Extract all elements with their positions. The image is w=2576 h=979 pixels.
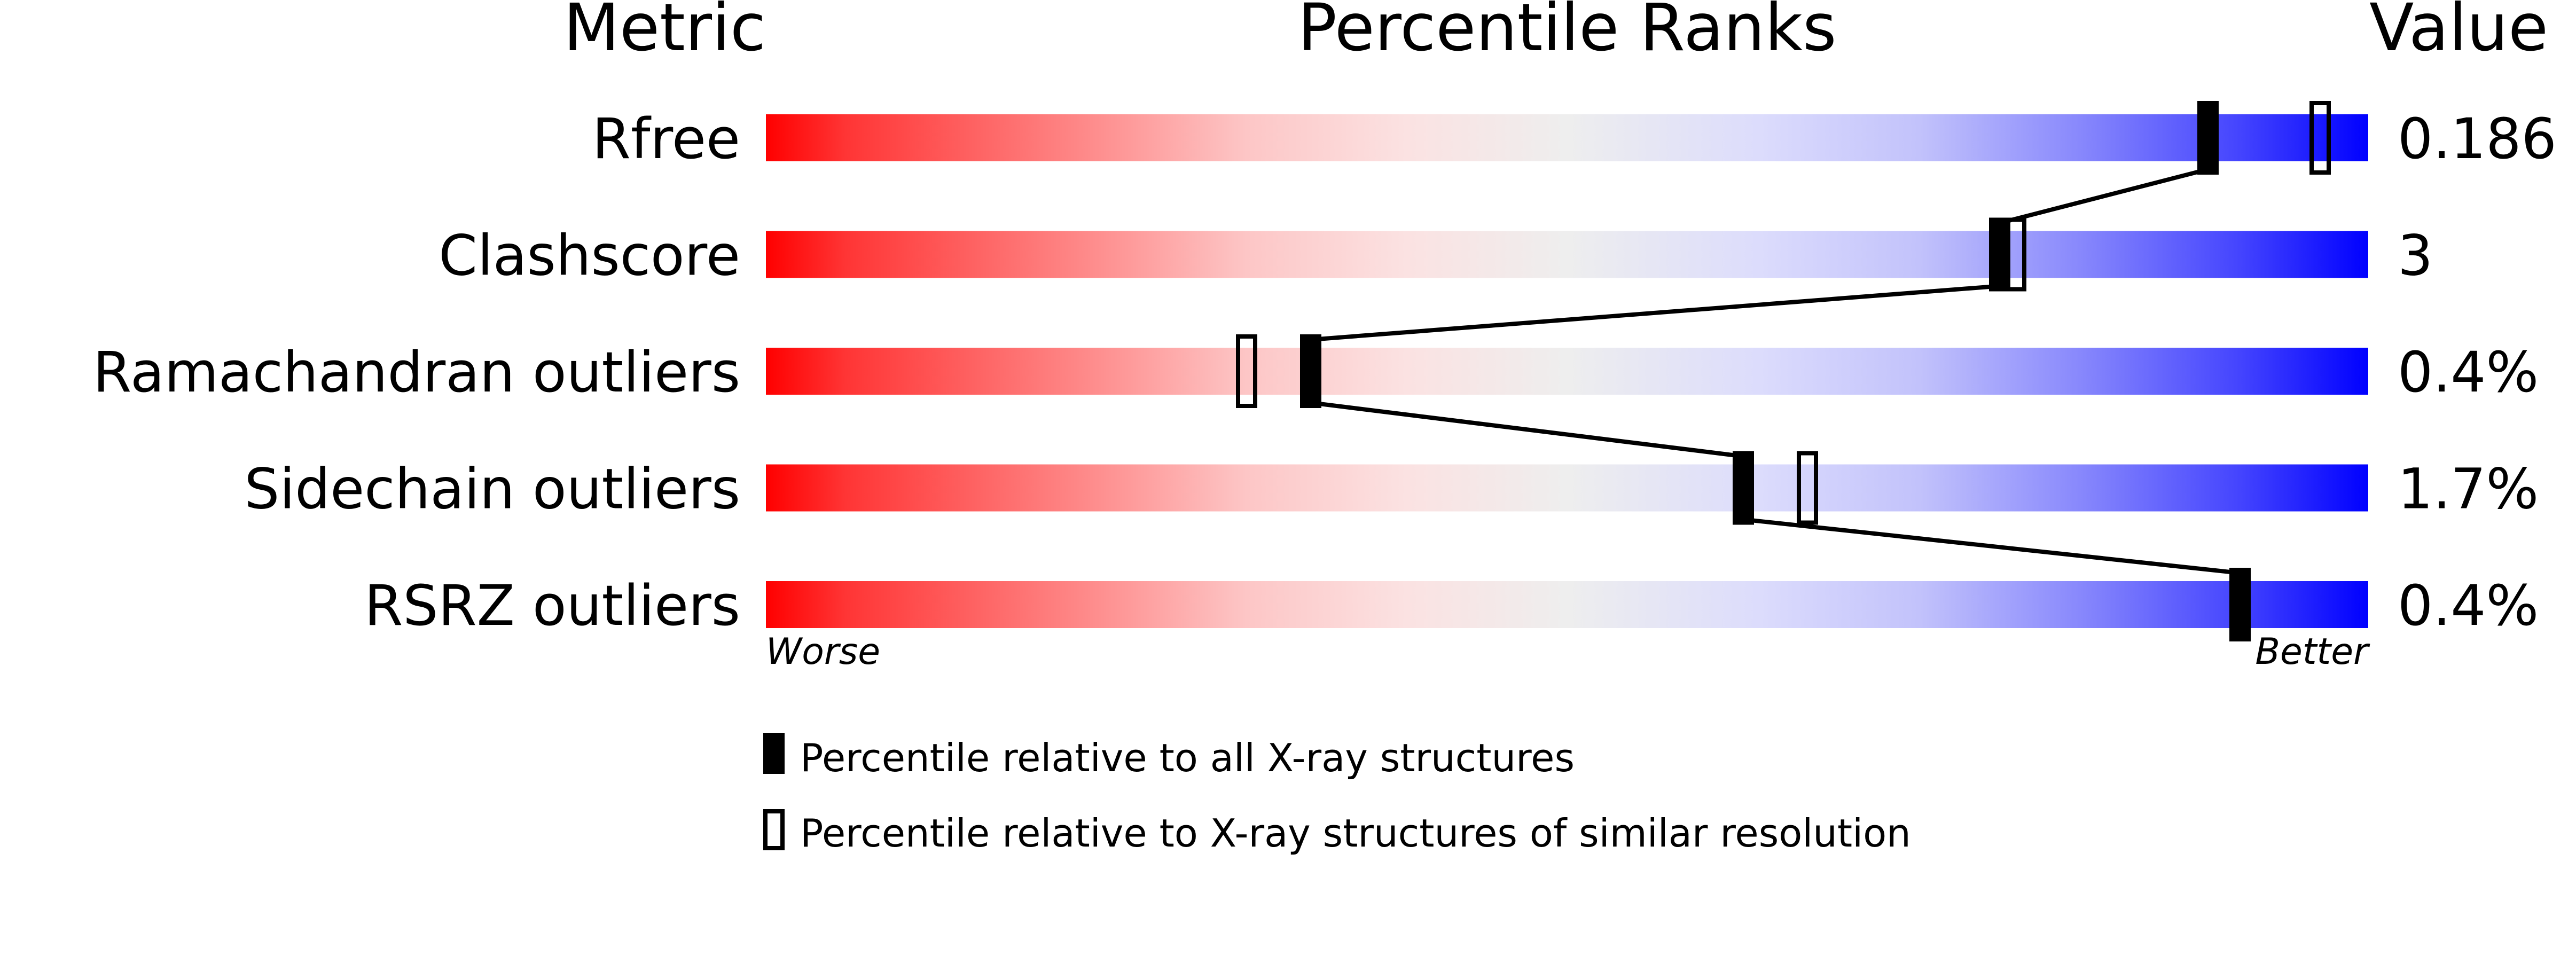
connector-segment [1310,401,1744,459]
markers [1236,101,2331,641]
legend-all-label: Percentile relative to all X-ray structu… [800,735,1575,780]
connector-segment [1999,167,2209,225]
similar-resolution-percentile-marker [2309,101,2331,175]
metric-label: Sidechain outliers [244,457,740,522]
all-structures-percentile-marker [1733,451,1754,525]
connector-segment [1310,284,2000,342]
all-structures-percentile-marker [2229,568,2251,641]
metric-value: 0.4% [2398,340,2539,405]
legend-filled-marker-icon [763,733,785,774]
value-header: Value [2369,0,2548,66]
metric-label: Clashscore [439,223,740,288]
percentile-ranks-header: Percentile Ranks [1297,0,1836,66]
metric-label: Rfree [592,106,740,171]
percentile-bar [766,231,2368,278]
metric-value: 1.7% [2398,457,2539,522]
percentile-bar [766,581,2368,628]
connector-segment [1743,517,2241,575]
all-structures-percentile-marker [1989,217,2010,292]
percentile-bar [766,114,2368,161]
all-structures-percentile-marker [1300,334,1321,408]
metric-value: 3 [2398,223,2433,288]
better-label: Better [2255,631,2370,673]
metric-label: RSRZ outliers [364,573,740,638]
legend-open-marker-icon [763,809,785,850]
all-structures-percentile-marker [2197,101,2219,175]
metric-header: Metric [563,0,766,66]
metric-value: 0.4% [2398,573,2539,638]
percentile-bar [766,464,2368,512]
percentile-bar [766,348,2368,395]
legend-similar-label: Percentile relative to X-ray structures … [800,811,1911,856]
connector-line [1310,167,2241,575]
similar-resolution-percentile-marker [1797,451,1818,525]
worse-label: Worse [766,631,880,673]
similar-resolution-percentile-marker [1236,334,1257,408]
metric-rows: Rfree 0.186 Clashscore 3 Ramachandran outlie… [93,106,2557,638]
metric-label: Ramachandran outliers [93,340,740,405]
metric-value: 0.186 [2398,106,2557,171]
